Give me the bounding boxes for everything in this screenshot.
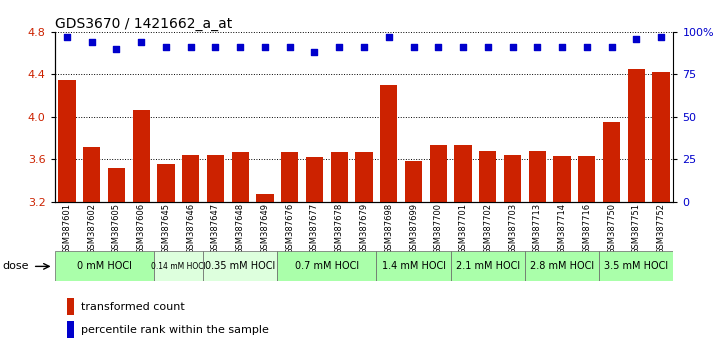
Bar bbox=[306, 157, 323, 354]
Bar bbox=[553, 156, 571, 354]
Point bbox=[432, 44, 444, 50]
Bar bbox=[108, 168, 125, 354]
Bar bbox=[603, 122, 620, 354]
Bar bbox=[83, 147, 100, 354]
Point bbox=[259, 44, 271, 50]
Bar bbox=[331, 152, 348, 354]
Point bbox=[309, 50, 320, 55]
Point bbox=[630, 36, 642, 41]
Bar bbox=[67, 298, 74, 314]
Bar bbox=[277, 251, 376, 281]
Bar bbox=[628, 69, 645, 354]
Text: 1.4 mM HOCl: 1.4 mM HOCl bbox=[381, 261, 446, 272]
Point bbox=[606, 44, 617, 50]
Point bbox=[383, 34, 395, 40]
Text: percentile rank within the sample: percentile rank within the sample bbox=[81, 325, 269, 335]
Text: GDS3670 / 1421662_a_at: GDS3670 / 1421662_a_at bbox=[55, 17, 232, 31]
Point bbox=[185, 44, 197, 50]
Point bbox=[61, 34, 73, 40]
Text: 0 mM HOCl: 0 mM HOCl bbox=[76, 261, 132, 272]
Bar bbox=[479, 151, 496, 354]
Text: 0.35 mM HOCl: 0.35 mM HOCl bbox=[205, 261, 275, 272]
Bar bbox=[525, 251, 599, 281]
Bar bbox=[529, 151, 546, 354]
Text: 2.1 mM HOCl: 2.1 mM HOCl bbox=[456, 261, 520, 272]
Point bbox=[581, 44, 593, 50]
Point bbox=[408, 44, 419, 50]
Bar bbox=[203, 251, 277, 281]
Bar bbox=[504, 155, 521, 354]
Text: 2.8 mM HOCl: 2.8 mM HOCl bbox=[530, 261, 594, 272]
Bar bbox=[256, 194, 274, 354]
Point bbox=[457, 44, 469, 50]
Bar bbox=[154, 251, 203, 281]
Bar bbox=[58, 80, 76, 354]
Bar bbox=[376, 251, 451, 281]
Bar bbox=[132, 110, 150, 354]
Text: 0.7 mM HOCl: 0.7 mM HOCl bbox=[295, 261, 359, 272]
Point bbox=[86, 39, 98, 45]
Bar bbox=[232, 152, 249, 354]
Point bbox=[160, 44, 172, 50]
Bar bbox=[355, 152, 373, 354]
Bar bbox=[454, 145, 472, 354]
Bar bbox=[430, 145, 447, 354]
Point bbox=[135, 39, 147, 45]
Point bbox=[556, 44, 568, 50]
Point bbox=[234, 44, 246, 50]
Bar bbox=[652, 72, 670, 354]
Point bbox=[531, 44, 543, 50]
Point bbox=[482, 44, 494, 50]
Bar bbox=[157, 164, 175, 354]
Bar bbox=[67, 321, 74, 338]
Bar bbox=[578, 156, 596, 354]
Bar bbox=[380, 85, 397, 354]
Point bbox=[210, 44, 221, 50]
Point bbox=[655, 34, 667, 40]
Bar bbox=[182, 155, 199, 354]
Point bbox=[284, 44, 296, 50]
Point bbox=[507, 44, 518, 50]
Bar bbox=[405, 161, 422, 354]
Text: 3.5 mM HOCl: 3.5 mM HOCl bbox=[604, 261, 668, 272]
Bar bbox=[599, 251, 673, 281]
Text: transformed count: transformed count bbox=[81, 302, 184, 312]
Text: 0.14 mM HOCl: 0.14 mM HOCl bbox=[151, 262, 206, 271]
Bar bbox=[281, 152, 298, 354]
Text: dose: dose bbox=[2, 261, 28, 272]
Point bbox=[358, 44, 370, 50]
Bar bbox=[451, 251, 525, 281]
Point bbox=[111, 46, 122, 52]
Point bbox=[333, 44, 345, 50]
Bar bbox=[55, 251, 154, 281]
Bar bbox=[207, 155, 224, 354]
